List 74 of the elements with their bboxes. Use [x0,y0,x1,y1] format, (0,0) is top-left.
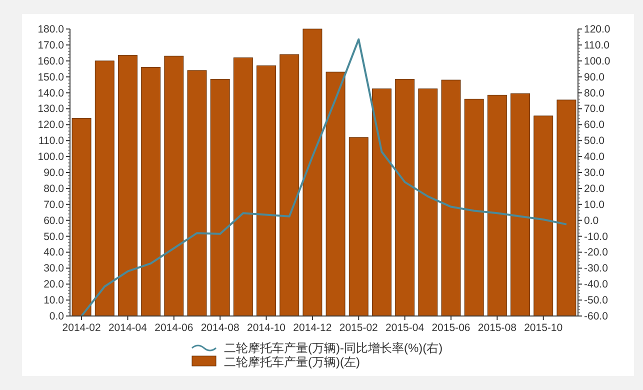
y2-tick-label: -60.0 [584,310,608,322]
bar [418,88,438,316]
x-tick-label: 2015-02 [339,322,378,334]
y-tick-label: 50.0 [44,230,64,243]
y-tick-label: 150.0 [38,71,64,84]
y-tick-label: 10.0 [44,294,64,307]
y2-tick-label: 90.0 [584,71,605,84]
bar [510,93,530,316]
bar [302,28,322,316]
bar [487,94,507,316]
y-tick-label: 20.0 [44,278,64,291]
y2-tick-label: 60.0 [584,119,605,132]
y-tick-label: 0.0 [49,310,64,322]
legend-label: 二轮摩托车产量(万辆)(左) [224,355,360,369]
x-tick-label: 2015-08 [478,322,517,334]
x-tick-label: 2014-02 [62,322,101,334]
y-tick-label: 110.0 [38,135,64,148]
bar [326,72,346,316]
y2-tick-label: 110.0 [584,39,610,52]
x-tick-label: 2014-06 [154,322,194,334]
bar [233,57,253,316]
y2-tick-label: -10.0 [584,230,608,243]
y2-tick-label: 100.0 [584,55,610,68]
y-tick-label: 70.0 [44,198,64,211]
y2-tick-label: 30.0 [584,167,605,179]
bar [187,70,207,316]
y2-tick-label: 40.0 [584,151,605,164]
bar [141,67,161,316]
y2-tick-label: -40.0 [584,278,608,291]
bar [534,116,554,316]
y2-tick-label: -50.0 [584,294,608,307]
y-tick-label: 90.0 [44,167,64,179]
y2-tick-label: 120.0 [584,24,610,36]
x-tick-label: 2015-10 [524,322,563,334]
bar [72,118,92,316]
bar [348,137,368,316]
y-tick-label: 120.0 [38,119,64,132]
x-tick-label: 2014-08 [200,322,240,334]
y2-tick-label: 70.0 [584,103,605,116]
y2-tick-label: -30.0 [584,262,608,275]
bar [556,100,576,316]
y2-tick-label: 50.0 [584,135,605,148]
bar [94,60,114,316]
bar [464,98,484,316]
y-tick-label: 40.0 [44,246,64,259]
y-tick-label: 180.0 [38,24,64,36]
y2-tick-label: 0.0 [584,214,599,227]
bar [210,78,230,316]
bar [164,56,184,316]
y-tick-label: 130.0 [38,103,64,116]
bar [256,65,276,316]
x-tick-label: 2015-04 [386,322,424,334]
y-tick-label: 170.0 [38,39,64,52]
y-tick-label: 140.0 [38,87,64,100]
bar [280,54,300,316]
y-tick-label: 60.0 [44,214,64,227]
x-tick-label: 2014-04 [108,322,148,334]
bar [372,88,392,316]
bar [441,80,461,316]
y-tick-label: 100.0 [38,151,64,164]
y-tick-label: 160.0 [38,55,64,68]
bar [395,78,415,316]
y2-tick-label: 80.0 [584,87,605,100]
line-series [80,38,568,317]
x-tick-label: 2015-06 [432,322,470,334]
y2-tick-label: -20.0 [584,246,608,259]
x-tick-label: 2014-10 [247,322,286,334]
legend-label: 二轮摩托车产量(万辆)-同比增长率(%)(右) [224,341,443,355]
bar [118,55,138,316]
x-tick-label: 2014-12 [293,322,332,334]
y-tick-label: 30.0 [44,262,64,275]
y-tick-label: 80.0 [44,182,64,195]
y2-tick-label: 20.0 [584,182,605,195]
y2-tick-label: 10.0 [584,198,605,211]
